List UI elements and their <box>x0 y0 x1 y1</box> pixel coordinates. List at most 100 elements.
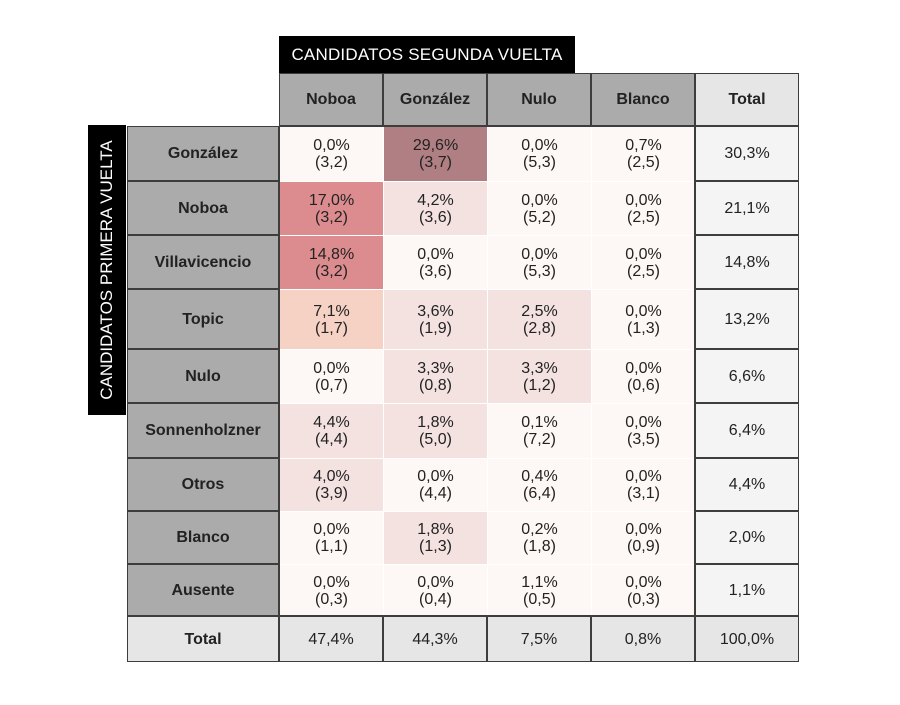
cell-error: (0,6) <box>627 376 660 394</box>
cell-error: (4,4) <box>419 485 452 502</box>
cell-percent: 1,1% <box>521 573 558 591</box>
cell-percent: 0,2% <box>521 521 558 538</box>
cell-percent: 0,0% <box>625 573 662 591</box>
heatmap-cell: 0,0% (5,3) <box>488 127 591 181</box>
cell-percent: 0,0% <box>625 302 662 320</box>
row-total: 2,0% <box>695 511 799 564</box>
heatmap-cell: 3,3% (0,8) <box>384 350 487 403</box>
cell-error: (2,5) <box>627 262 660 280</box>
cell-error: (1,8) <box>523 538 556 555</box>
heatmap-cell: 0,7% (2,5) <box>592 127 695 181</box>
cell-percent: 0,0% <box>625 414 662 431</box>
row-header-label: González <box>167 145 239 162</box>
column-total: 47,4% <box>279 616 383 662</box>
cell-percent: 0,0% <box>625 191 662 209</box>
row-header-3: Topic <box>127 289 279 349</box>
row-total-value: 4,4% <box>728 476 766 493</box>
heatmap-cell: 0,0% (2,5) <box>592 236 695 289</box>
row-header-5: Sonnenholzner <box>127 403 279 458</box>
heatmap-cell: 29,6% (3,7) <box>384 127 487 181</box>
heatmap-cell: 1,8% (5,0) <box>384 404 487 458</box>
cell-percent: 0,0% <box>521 245 558 263</box>
column-header-0: Noboa <box>279 73 383 126</box>
cell-error: (1,3) <box>627 319 660 337</box>
row-total-value: 6,6% <box>728 367 766 385</box>
heatmap-cell: 4,4% (4,4) <box>280 404 383 458</box>
header-primera-vuelta-text: CANDIDATOS PRIMERA VUELTA <box>97 140 116 400</box>
cell-error: (0,5) <box>523 590 556 608</box>
column-header-label: Nulo <box>521 91 557 108</box>
cell-error: (1,1) <box>315 538 348 555</box>
cell-error: (2,5) <box>627 208 660 226</box>
cell-percent: 0,0% <box>521 191 558 209</box>
cell-percent: 1,8% <box>417 414 454 431</box>
heatmap-cell: 3,3% (1,2) <box>488 350 591 403</box>
cell-error: (3,7) <box>419 154 452 171</box>
row-total: 30,3% <box>695 126 799 181</box>
heatmap-cell: 0,0% (1,1) <box>280 512 383 564</box>
heatmap-cell: 2,5% (2,8) <box>488 290 591 349</box>
row-total-value: 1,1% <box>728 581 766 599</box>
row-total-value: 14,8% <box>724 253 770 271</box>
row-header-label: Sonnenholzner <box>145 422 261 439</box>
cell-error: (1,7) <box>315 319 348 337</box>
cell-error: (5,2) <box>523 208 556 226</box>
cell-percent: 2,5% <box>521 302 558 320</box>
cell-percent: 0,7% <box>625 137 662 154</box>
column-header-label: Blanco <box>616 91 670 108</box>
heatmap-cell: 0,0% (4,4) <box>384 459 487 511</box>
row-total-value: 13,2% <box>724 310 770 328</box>
grand-total: 100,0% <box>695 616 799 662</box>
row-header-label: Otros <box>181 476 225 493</box>
header-primera-vuelta: CANDIDATOS PRIMERA VUELTA <box>88 125 126 415</box>
heatmap-cell: 4,2% (3,6) <box>384 182 487 235</box>
row-header-7: Blanco <box>127 511 279 564</box>
cell-error: (5,0) <box>419 431 452 448</box>
row-header-6: Otros <box>127 458 279 511</box>
cell-percent: 3,3% <box>417 359 454 377</box>
heatmap-cell: 0,0% (1,3) <box>592 290 695 349</box>
cell-error: (3,6) <box>419 262 452 280</box>
column-header-label: Noboa <box>306 91 356 108</box>
cell-error: (0,9) <box>627 538 660 555</box>
cell-percent: 3,3% <box>521 359 558 377</box>
column-total: 0,8% <box>591 616 695 662</box>
cell-error: (1,9) <box>419 319 452 337</box>
row-total: 6,6% <box>695 349 799 403</box>
row-header-label: Topic <box>182 310 224 328</box>
row-header-4: Nulo <box>127 349 279 403</box>
heatmap-cell: 0,0% (5,3) <box>488 236 591 289</box>
cell-percent: 0,4% <box>521 468 558 485</box>
column-header-label: González <box>399 91 471 108</box>
cell-error: (2,5) <box>627 154 660 171</box>
cell-error: (3,6) <box>419 208 452 226</box>
heatmap-cell: 0,0% (0,6) <box>592 350 695 403</box>
cell-percent: 0,0% <box>313 521 350 538</box>
column-header-label: Total <box>728 91 766 108</box>
row-total: 14,8% <box>695 235 799 289</box>
cell-percent: 0,0% <box>625 245 662 263</box>
cell-error: (2,8) <box>523 319 556 337</box>
column-header-1: González <box>383 73 487 126</box>
row-total: 13,2% <box>695 289 799 349</box>
row-header-label: Ausente <box>171 581 235 599</box>
heatmap-cell: 0,1% (7,2) <box>488 404 591 458</box>
row-header-0: González <box>127 126 279 181</box>
cell-percent: 0,0% <box>313 137 350 154</box>
column-total-value: 47,4% <box>308 630 354 648</box>
cell-percent: 4,2% <box>417 191 454 209</box>
cell-error: (4,4) <box>315 431 348 448</box>
cell-percent: 0,0% <box>625 359 662 377</box>
column-total-value: 44,3% <box>412 630 458 648</box>
heatmap-cell: 0,0% (3,2) <box>280 127 383 181</box>
heatmap-cell: 0,0% (0,3) <box>280 565 383 616</box>
column-total-value: 0,8% <box>624 630 662 648</box>
row-total: 21,1% <box>695 181 799 235</box>
cell-error: (1,2) <box>523 376 556 394</box>
cell-percent: 0,0% <box>313 359 350 377</box>
heatmap-cell: 0,0% (0,9) <box>592 512 695 564</box>
cell-error: (0,3) <box>627 590 660 608</box>
cell-error: (7,2) <box>523 431 556 448</box>
cell-error: (5,3) <box>523 154 556 171</box>
row-header-1: Noboa <box>127 181 279 235</box>
